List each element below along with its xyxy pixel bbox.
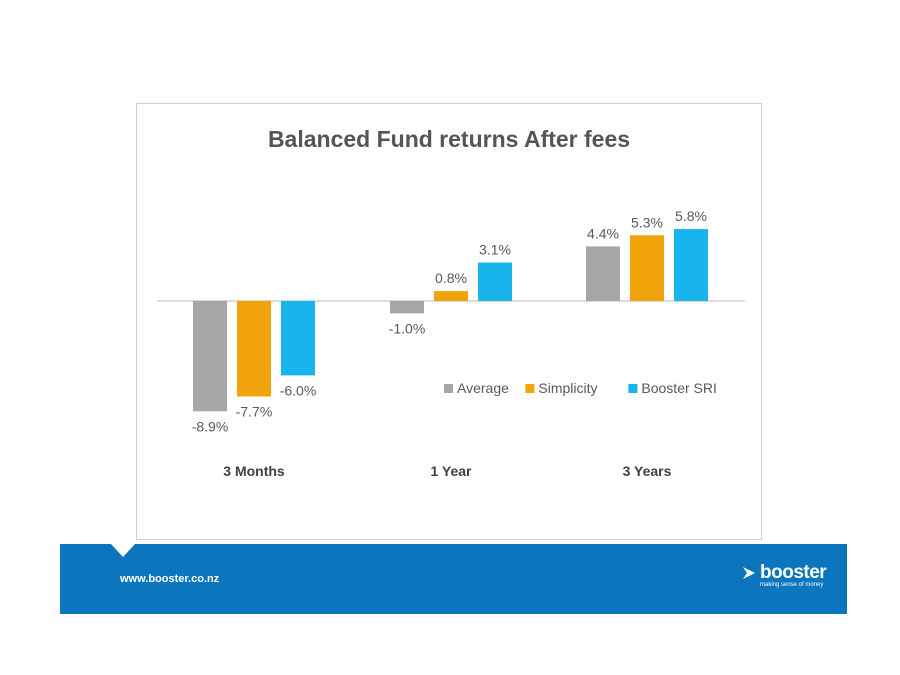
legend-label: Average <box>457 380 509 396</box>
bar-simplicity-0 <box>237 301 271 397</box>
footer-band <box>60 544 847 614</box>
legend-label: Booster SRI <box>641 380 716 396</box>
bar-average-1 <box>390 301 424 314</box>
data-label: 5.8% <box>675 208 707 224</box>
brand-tagline: making sense of money <box>760 582 824 588</box>
data-label: 4.4% <box>587 225 619 241</box>
category-label: 1 Year <box>430 463 472 479</box>
booster-arrow-icon <box>743 567 755 579</box>
data-label: -1.0% <box>389 320 426 336</box>
legend-swatch <box>525 384 535 393</box>
data-label: 3.1% <box>479 242 511 258</box>
bar-booster-sri-2 <box>674 229 708 301</box>
bar-booster-sri-1 <box>478 262 512 301</box>
legend-swatch <box>628 384 638 393</box>
data-label: 5.3% <box>631 214 663 230</box>
bar-chart: -8.9% -7.7% -6.0% 3 Months -1.0% 0.8% 3.1% 1 Ye… <box>157 208 745 479</box>
data-label: -6.0% <box>280 382 317 398</box>
bar-simplicity-1 <box>434 291 468 301</box>
data-label: -7.7% <box>236 403 273 419</box>
bar-booster-sri-0 <box>281 301 315 376</box>
data-label: -8.9% <box>192 418 229 434</box>
legend-swatch <box>444 384 453 393</box>
brand-logo: booster making sense of money <box>742 562 827 588</box>
footer-notch <box>111 544 135 557</box>
data-label: 0.8% <box>435 270 467 286</box>
category-label: 3 Years <box>623 463 672 479</box>
chart-frame: Balanced Fund returns After fees -8.9% -7… <box>136 103 762 540</box>
bar-average-0 <box>193 301 227 412</box>
chart-title: Balanced Fund returns After fees <box>267 126 631 152</box>
footer-url[interactable]: www.booster.co.nz <box>120 573 220 585</box>
bar-simplicity-2 <box>630 235 664 301</box>
legend-label: Simplicity <box>538 380 597 396</box>
brand-name: booster <box>760 562 827 583</box>
bar-average-2 <box>586 246 620 301</box>
category-label: 3 Months <box>223 463 285 479</box>
